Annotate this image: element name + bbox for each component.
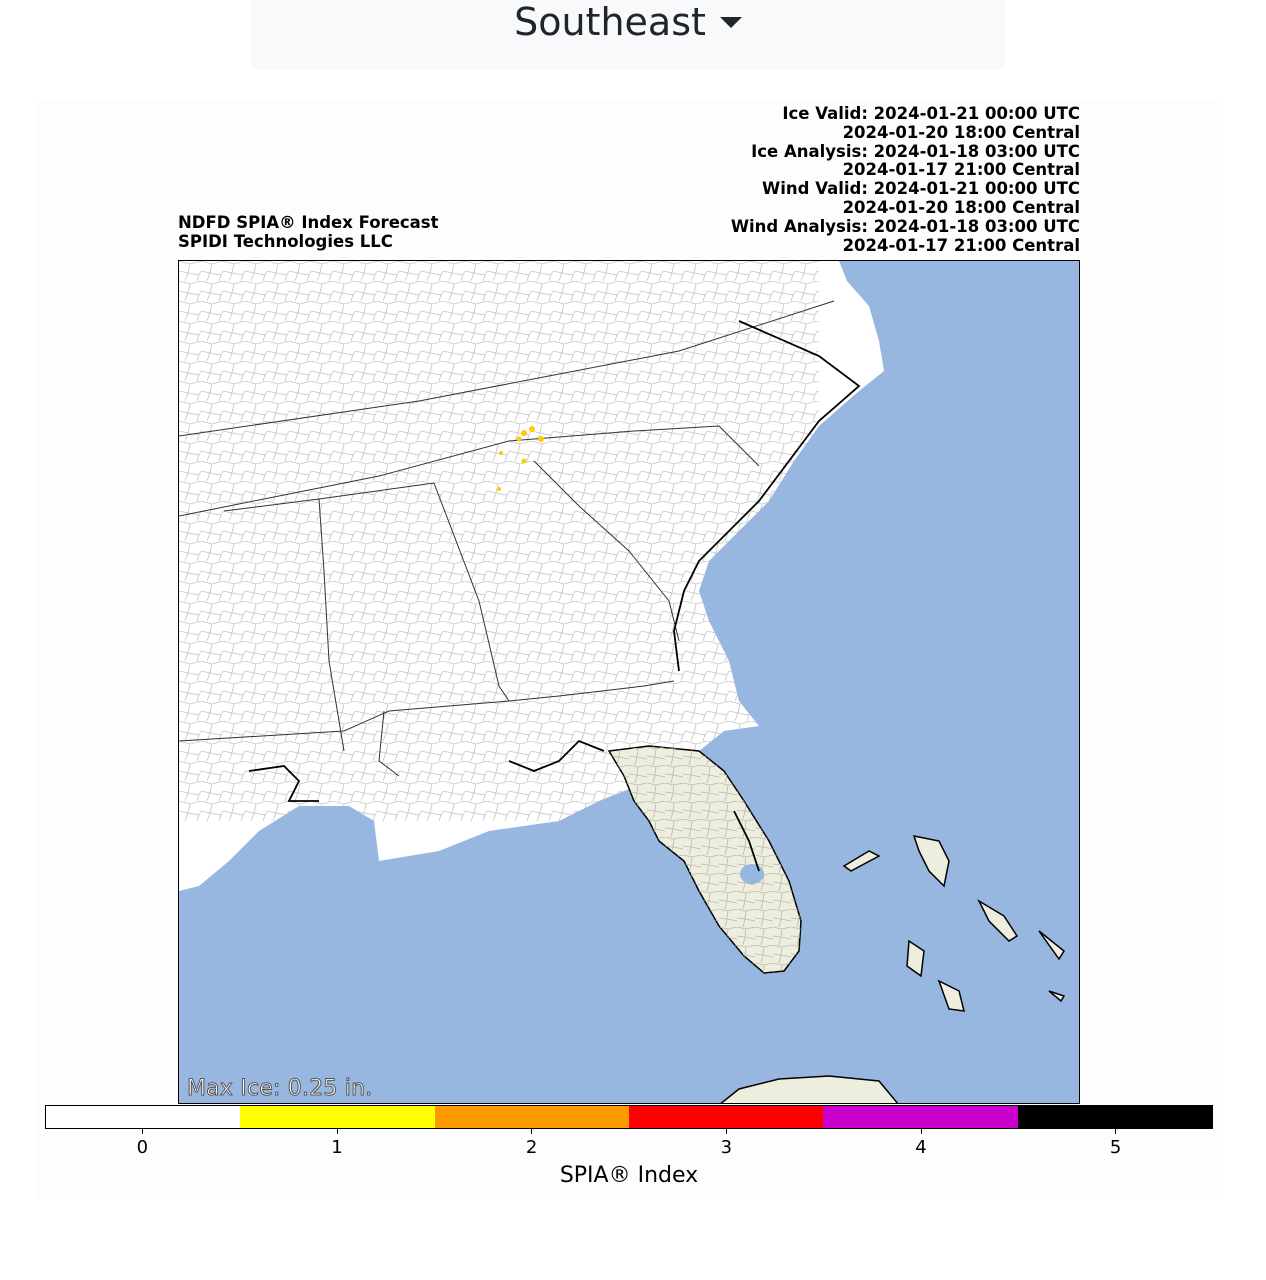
state-borders	[179, 300, 835, 777]
max-ice-label: Max Ice: 0.25 in.	[186, 1076, 373, 1102]
valid-time-line: Wind Analysis: 2024-01-18 03:00 UTC	[730, 216, 1080, 236]
colorbar-tick: 2	[512, 1128, 552, 1158]
valid-time-line: 2024-01-20 18:00 Central	[842, 122, 1080, 142]
ice-spots	[497, 426, 544, 491]
colorbar-tick: 4	[901, 1128, 941, 1158]
colorbar-segment	[434, 1106, 629, 1128]
lake-okeechobee	[740, 864, 764, 884]
colorbar-tick-label: 0	[136, 1137, 149, 1158]
colorbar-tick: 1	[317, 1128, 357, 1158]
valid-time-line: Ice Valid: 2024-01-21 00:00 UTC	[782, 104, 1080, 123]
valid-time-line: 2024-01-17 21:00 Central	[842, 160, 1080, 180]
colorbar-tick-label: 1	[331, 1137, 343, 1158]
colorbar-segment	[1017, 1106, 1212, 1128]
map-svg	[179, 261, 1066, 1103]
colorbar-segment	[628, 1106, 824, 1128]
valid-time-line: 2024-01-17 21:00 Central	[842, 235, 1080, 255]
map-source: SPIDI Technologies LLC	[178, 231, 393, 251]
colorbar-label: SPIA® Index	[559, 1163, 699, 1188]
colorbar-segment	[46, 1106, 241, 1128]
colorbar-segment	[823, 1106, 1018, 1128]
map-title: NDFD SPIA® Index Forecast	[178, 213, 439, 232]
coastlines	[248, 320, 861, 872]
valid-time-line: Ice Analysis: 2024-01-18 03:00 UTC	[751, 141, 1080, 161]
valid-times-block: Ice Valid: 2024-01-21 00:00 UTC 2024-01-2…	[730, 104, 1080, 255]
colorbar-tick-label: 5	[1109, 1137, 1122, 1158]
region-dropdown-label: Southeast	[514, 0, 706, 44]
colorbar-tick-label: 2	[525, 1137, 538, 1158]
colorbar-tick: 3	[706, 1128, 746, 1158]
region-dropdown[interactable]: Southeast	[251, 0, 1005, 70]
cuba	[720, 1075, 899, 1103]
valid-time-line: Wind Valid: 2024-01-21 00:00 UTC	[762, 179, 1080, 199]
spia-colorbar	[45, 1105, 1213, 1129]
caret-down-icon	[719, 16, 742, 28]
map-panel: Max Ice: 0.25 in.	[178, 260, 1080, 1104]
colorbar-tick: 0	[122, 1128, 162, 1158]
colorbar-tick: 5	[1096, 1128, 1136, 1158]
bahamas-islands	[842, 835, 1066, 1012]
colorbar-tick-label: 3	[720, 1137, 733, 1158]
valid-time-line: 2024-01-20 18:00 Central	[842, 197, 1080, 217]
colorbar-ticks: 0 1 2 3 4 5	[45, 1128, 1213, 1158]
colorbar-tick-label: 4	[915, 1137, 927, 1158]
colorbar-segment	[240, 1106, 435, 1128]
spia-map-figure: NDFD SPIA® Index Forecast SPIDI Technolog…	[35, 100, 1223, 1200]
map-title-block: NDFD SPIA® Index Forecast SPIDI Technolog…	[178, 213, 439, 252]
